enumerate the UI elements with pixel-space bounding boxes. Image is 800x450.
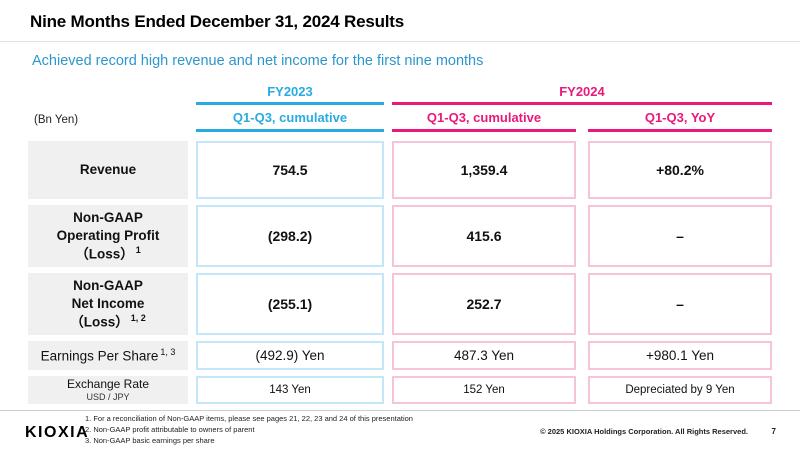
- cell-op-profit-fy2023: (298.2): [196, 205, 384, 267]
- row-label-text: Earnings Per Share 1, 3: [40, 347, 176, 364]
- footer-divider: [0, 410, 800, 411]
- row-label-operating-profit: Non-GAAP Operating Profit （Loss） 1: [28, 205, 188, 267]
- footnote-ref: 1, 2: [130, 312, 146, 323]
- row-label-text: Non-GAAP Net Income （Loss） 1, 2: [70, 278, 146, 330]
- col-header-fy2023-cumulative: Q1-Q3, cumulative: [196, 110, 384, 132]
- cell-net-income-yoy: –: [588, 273, 772, 335]
- cell-revenue-fy2024: 1,359.4: [392, 141, 576, 199]
- row-label-exchange-rate: Exchange Rate USD / JPY: [28, 376, 188, 404]
- unit-label: (Bn Yen): [34, 114, 79, 126]
- footnote-3: 3. Non-GAAP basic earnings per share: [85, 435, 215, 445]
- cell-net-income-fy2024: 252.7: [392, 273, 576, 335]
- cell-revenue-yoy: +80.2%: [588, 141, 772, 199]
- col-header-fy2024-yoy: Q1-Q3, YoY: [588, 110, 772, 132]
- row-label-text: Exchange Rate USD / JPY: [66, 377, 150, 402]
- footnote-ref: 1: [135, 244, 141, 255]
- kioxia-logo: KIOXIA: [25, 424, 90, 441]
- row-label-text: Revenue: [79, 162, 137, 178]
- col-header-fy2024-cumulative: Q1-Q3, cumulative: [392, 110, 576, 132]
- col-group-fy2024: FY2024: [392, 84, 772, 105]
- cell-revenue-fy2023: 754.5: [196, 141, 384, 199]
- slide-subtitle: Achieved record high revenue and net inc…: [32, 53, 484, 69]
- cell-eps-fy2023: (492.9) Yen: [196, 341, 384, 370]
- col-group-fy2023: FY2023: [196, 84, 384, 105]
- row-sublabel: USD / JPY: [86, 391, 130, 402]
- cell-eps-fy2024: 487.3 Yen: [392, 341, 576, 370]
- cell-op-profit-yoy: –: [588, 205, 772, 267]
- cell-eps-yoy: +980.1 Yen: [588, 341, 772, 370]
- footnotes: 1. For a reconciliation of Non-GAAP item…: [85, 414, 413, 447]
- cell-fx-fy2024: 152 Yen: [392, 376, 576, 404]
- title-divider: [0, 41, 800, 42]
- footnote-1: 1. For a reconciliation of Non-GAAP item…: [85, 414, 413, 423]
- cell-fx-fy2023: 143 Yen: [196, 376, 384, 404]
- row-label-text: Non-GAAP Operating Profit （Loss） 1: [56, 210, 160, 262]
- cell-fx-yoy: Depreciated by 9 Yen: [588, 376, 772, 404]
- row-label-revenue: Revenue: [28, 141, 188, 199]
- row-label-net-income: Non-GAAP Net Income （Loss） 1, 2: [28, 273, 188, 335]
- row-label-eps: Earnings Per Share 1, 3: [28, 341, 188, 370]
- cell-op-profit-fy2024: 415.6: [392, 205, 576, 267]
- page-number: 7: [771, 427, 776, 436]
- cell-net-income-fy2023: (255.1): [196, 273, 384, 335]
- footnote-2: 2. Non-GAAP profit attributable to owner…: [85, 424, 255, 434]
- slide-title: Nine Months Ended December 31, 2024 Resu…: [30, 12, 405, 31]
- footnote-ref: 1, 3: [160, 347, 176, 358]
- copyright-text: © 2025 KIOXIA Holdings Corporation. All …: [540, 427, 748, 436]
